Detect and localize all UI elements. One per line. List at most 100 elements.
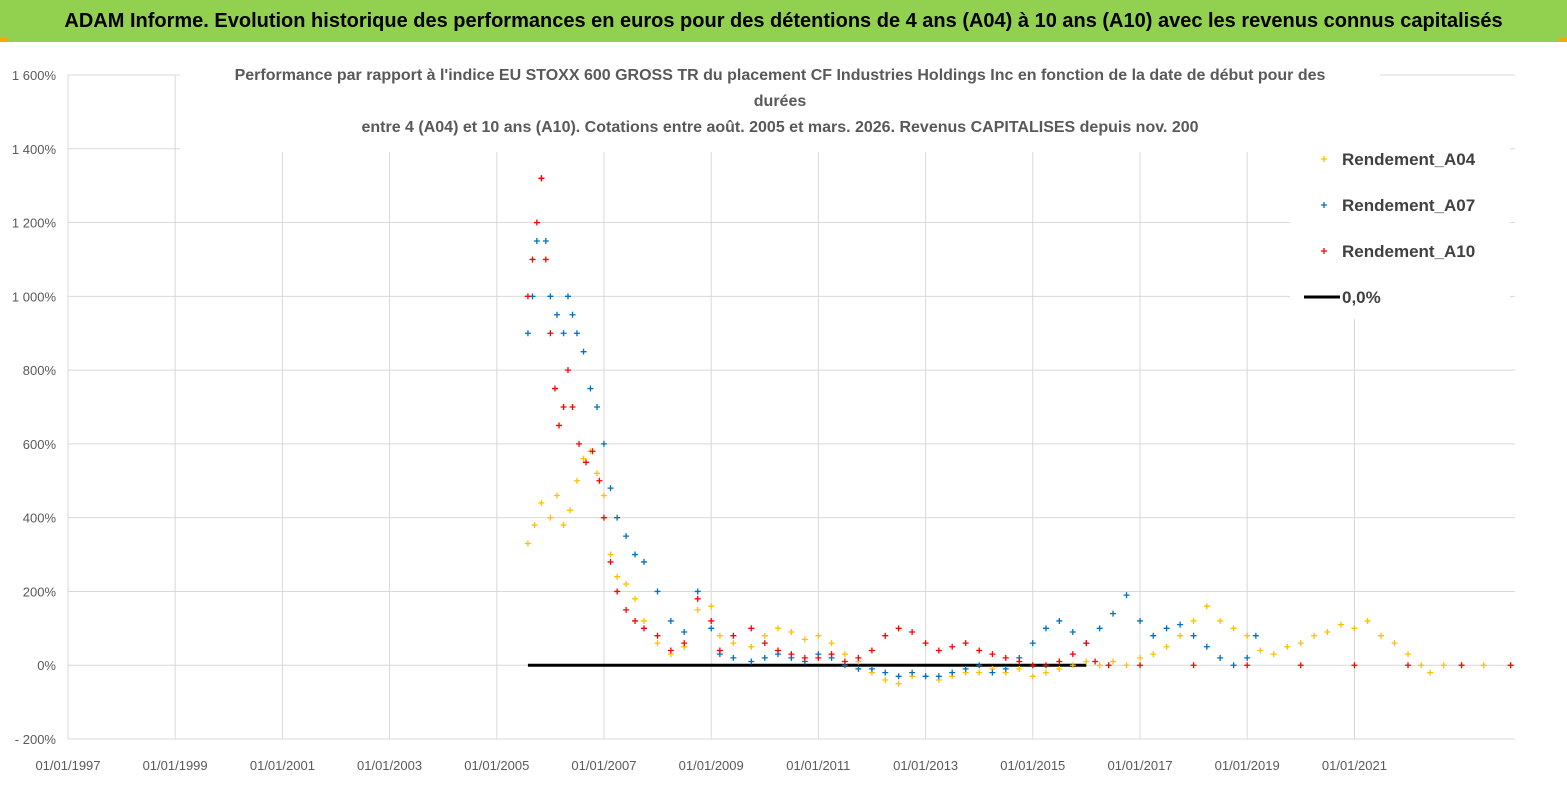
data-point <box>1096 662 1103 669</box>
data-point <box>922 640 929 647</box>
data-point <box>533 238 540 244</box>
data-point <box>1150 632 1157 639</box>
data-point <box>1297 662 1304 669</box>
x-tick-label: 01/01/2001 <box>250 758 315 773</box>
x-tick-label: 01/01/2007 <box>571 758 636 773</box>
data-point <box>641 617 648 624</box>
chart-title-line: durées <box>754 93 807 110</box>
data-point <box>1217 654 1224 661</box>
data-point <box>681 629 688 636</box>
data-point <box>580 455 587 462</box>
data-point <box>1137 654 1144 661</box>
data-point <box>560 522 567 529</box>
data-point <box>989 669 996 676</box>
data-point <box>600 492 607 499</box>
y-tick-label: 400% <box>23 511 57 526</box>
chart-title-line: Performance par rapport à l'indice EU ST… <box>235 67 1326 84</box>
data-point <box>569 311 576 318</box>
data-point <box>1110 610 1117 617</box>
data-point <box>761 640 768 647</box>
data-point <box>1405 651 1412 658</box>
data-point <box>681 640 688 647</box>
data-point <box>868 647 875 654</box>
data-point <box>667 647 674 654</box>
data-point <box>1056 658 1063 665</box>
data-point <box>976 662 983 669</box>
data-point <box>788 651 795 658</box>
data-point <box>962 640 969 647</box>
data-point <box>1351 625 1358 632</box>
x-tick-label: 01/01/2003 <box>357 758 422 773</box>
data-point <box>1297 640 1304 647</box>
data-point <box>607 551 614 558</box>
legend-entry: 0,0% <box>1304 288 1381 307</box>
data-point <box>580 348 587 355</box>
data-point <box>895 625 902 632</box>
x-tick-label: 01/01/2013 <box>893 758 958 773</box>
data-point <box>1029 673 1036 680</box>
data-point <box>538 175 545 182</box>
data-point <box>1405 662 1412 669</box>
chart-title-line: entre 4 (A04) et 10 ans (A10). Cotations… <box>361 119 1198 136</box>
data-point <box>730 654 737 661</box>
data-point <box>1056 617 1063 624</box>
data-point <box>560 404 567 410</box>
data-point <box>524 540 531 547</box>
data-point <box>614 514 621 521</box>
x-tick-label: 01/01/2009 <box>679 758 744 773</box>
data-point <box>882 669 889 676</box>
y-tick-label: 1 400% <box>12 142 57 157</box>
data-point <box>1042 662 1049 669</box>
data-point <box>1244 662 1251 669</box>
data-point <box>716 632 723 639</box>
data-point <box>533 219 540 226</box>
data-point <box>1056 665 1063 672</box>
legend-label: Rendement_A07 <box>1342 196 1475 215</box>
data-point <box>556 422 563 429</box>
y-tick-label: 600% <box>23 437 57 452</box>
data-point <box>1311 632 1318 639</box>
data-point <box>1042 625 1049 632</box>
data-point <box>623 533 630 540</box>
data-point <box>976 647 983 654</box>
banner-title: ADAM Informe. Evolution historique des p… <box>64 10 1503 32</box>
performance-chart: 01/01/1997 01/01/1999 01/01/2001 01/01/2003… <box>0 42 1567 790</box>
data-point <box>1351 662 1358 669</box>
y-tick-label: 1 000% <box>12 289 57 304</box>
data-point <box>1123 592 1130 599</box>
data-point <box>976 669 983 676</box>
x-axis-labels: 01/01/1997 01/01/1999 01/01/2001 01/01/2003… <box>35 758 1387 773</box>
data-point <box>801 654 808 661</box>
data-point <box>730 640 737 647</box>
data-point <box>1123 662 1130 669</box>
legend-entry: Rendement_A07 <box>1321 196 1475 215</box>
data-point <box>895 673 902 680</box>
y-tick-label: 0% <box>37 658 56 673</box>
data-point <box>1069 629 1076 636</box>
data-point <box>1190 617 1197 624</box>
data-point <box>1137 662 1144 669</box>
legend-label: Rendement_A10 <box>1342 242 1475 261</box>
data-point <box>1203 603 1210 610</box>
data-point <box>1150 651 1157 658</box>
data-point <box>531 522 538 529</box>
legend: Rendement_A04 Rendement_A07 Rendement_A10 0… <box>1304 150 1476 307</box>
y-tick-label: 1 600% <box>12 68 57 83</box>
x-tick-label: 01/01/1997 <box>35 758 100 773</box>
data-point <box>1321 248 1327 254</box>
data-point <box>694 588 701 595</box>
data-point <box>1092 658 1099 665</box>
data-point <box>524 293 531 300</box>
data-point <box>730 632 737 639</box>
data-point <box>909 629 916 636</box>
data-point <box>547 293 554 300</box>
data-point <box>694 595 701 602</box>
series-Rendement_A10 <box>524 175 1514 669</box>
data-point <box>1096 625 1103 632</box>
data-point <box>694 606 701 613</box>
data-point <box>587 385 594 392</box>
data-point <box>1069 662 1076 669</box>
data-point <box>828 651 835 658</box>
chart-title: Performance par rapport à l'indice EU ST… <box>235 67 1326 136</box>
data-point <box>1418 662 1425 669</box>
